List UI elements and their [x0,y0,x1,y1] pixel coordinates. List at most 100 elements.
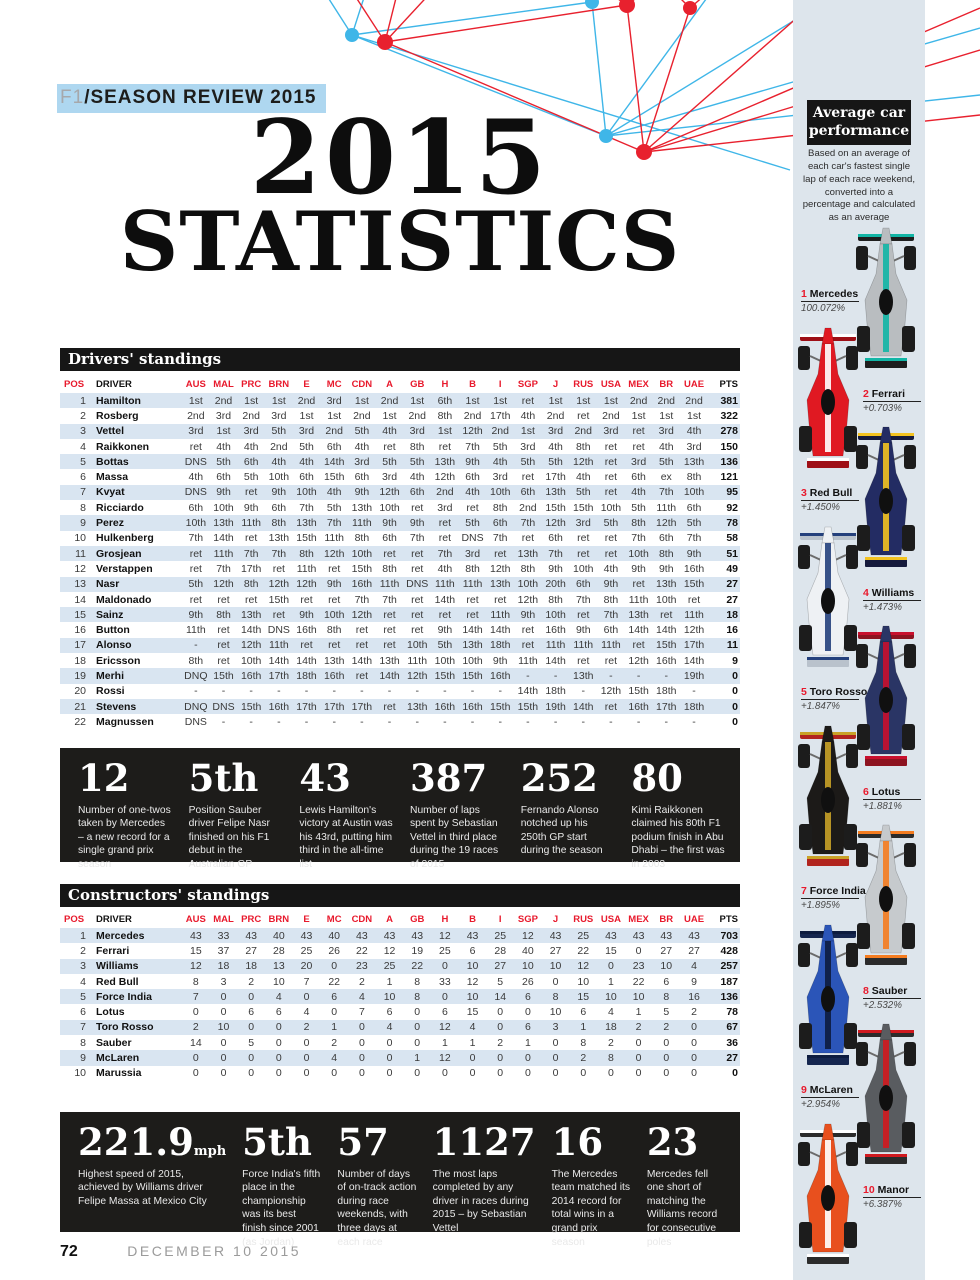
cell-result: 5th [271,425,287,438]
cell-result: 26 [328,944,341,957]
cell-result: 5 [248,1036,255,1049]
stat-suffix: mph [193,1144,227,1159]
cell-result: 2 [192,1021,199,1034]
cell-result: 1st [244,394,259,407]
cell-result: DNS [184,486,207,499]
column-header: GB [410,914,425,925]
cell-result: 7th [216,562,231,575]
cell-result: 16th [296,624,317,637]
stat-item: 16 The Mercedes team matched its 2014 re… [544,1120,639,1248]
cell-result: ret [383,700,396,713]
cell-result: 0 [358,1052,365,1065]
column-header: DRIVER [96,914,132,925]
cell-result: 1 [414,1052,421,1065]
cell-result: 10th [323,608,345,621]
cell-result: 0 [303,1067,310,1080]
table-row: 12 Verstappen ret 7th 17th ret 11th ret 15th 8th r… [60,561,740,576]
cell-name: Grosjean [96,547,142,560]
cell-result: 8th [409,440,425,453]
stat-description: Number of days of on-track action during… [337,1168,417,1248]
cell-result: 17th [268,669,290,682]
cell-result: ret [411,593,424,606]
cell-result: 0 [607,960,614,973]
cell-result: ret [300,639,313,652]
cell-result: 13th [240,608,262,621]
cell-name: Lotus [96,1006,125,1019]
cell-result: 5th [631,501,646,514]
cell-result: 13th [490,578,511,591]
cell-result: 17th [240,562,262,575]
stat-value: 80 [631,756,683,800]
cell-result: 0 [414,1006,421,1019]
cell-result: 2 [691,1006,697,1019]
cell-result: ret [411,562,424,575]
table-row: 19 Merhi DNQ 15th 16th 17th 18th 16th ret 14th 12t… [60,668,740,684]
cell-result: ret [604,440,618,453]
cell-result: 1st [687,409,702,422]
cell-result: 7th [575,593,591,606]
drivers-standings-title: Drivers' standings [68,350,222,368]
cell-result: 6th [382,532,397,545]
stat-value: 12 [78,756,130,800]
table-row: 4 Red Bull 8 3 2 10 7 22 2 1 8 33 12 5 26 0 10 1 22 6 9 187 [60,974,740,989]
stat-value: 252 [520,756,598,800]
cell-result: ret [189,562,202,575]
cell-result: - [443,715,447,728]
cell-result: 7th [382,593,397,606]
stat-description: Fernando Alonso notched up his 250th GP … [520,804,603,857]
cell-result: 3rd [326,394,342,407]
table-row: 2 Rosberg 2nd 3rd 2nd 3rd 1st 1st 2nd 1st 2nd 8th 2n… [60,408,740,423]
table-row: 14 Maldonado ret ret ret 15th ret ret 7th 7th ret 1… [60,592,740,607]
stat-value: 23 [646,1120,699,1164]
cell-result: 10th [434,654,456,667]
cell-result: ret [632,425,645,438]
page-footer: 72 DECEMBER 10 2015 [60,1243,740,1261]
cell-result: 5th [603,517,619,530]
cell-result: ret [383,440,396,453]
cell-result: 43 [660,929,673,942]
cell-result: ret [660,608,673,621]
cell-points: 92 [726,501,738,514]
cell-result: 16th [656,654,677,667]
cell-result: - [304,685,309,698]
cell-result: ret [245,532,258,545]
cell-points: 0 [732,685,738,698]
cell-points: 0 [732,1067,738,1080]
cell-result: 10 [466,990,479,1003]
cell-result: 3rd [603,425,619,438]
cell-result: 14th [434,593,456,606]
kicker-gray: F1 [60,87,85,108]
cell-result: 0 [386,1067,393,1080]
cell-pos: 10 [74,1067,86,1080]
cell-result: 11th [435,578,455,591]
cell-result: 4 [386,1021,393,1034]
table-row: 21 Stevens DNQ DNS 15th 16th 17th 17th 17th ret 13… [60,698,740,715]
cell-result: 18th [490,639,511,652]
cell-result: 6th [575,578,591,591]
stat-value: 43 [299,756,351,800]
cell-result: 0 [414,1067,421,1080]
cell-result: 43 [245,929,258,942]
cell-result: 8th [575,440,591,453]
cell-result: ret [577,654,590,667]
cell-result: - [304,715,309,728]
cell-result: 6th [437,394,453,407]
cell-result: 15th [351,562,373,575]
cell-pos: 11 [75,547,86,560]
cell-result: 14th [296,654,317,667]
stat-description: Number of laps spent by Sebastian Vettel… [410,804,499,870]
cell-pos: 16 [74,624,86,637]
cell-result: 3rd [188,425,204,438]
stat-description: Highest speed of 2015, achieved by Willi… [78,1168,207,1207]
car-rank-and-team: 9 McLaren [801,1084,859,1098]
cell-result: 6th [216,471,231,484]
cell-result: 25 [494,929,507,942]
cell-result: ex [660,471,672,484]
cell-result: 9th [188,608,204,621]
cell-result: 0 [303,1052,310,1065]
cell-result: 15th [517,700,539,713]
stat-value: 16 [551,1120,604,1164]
cell-points: 67 [726,1021,738,1034]
cell-result: 43 [549,929,562,942]
cell-result: 0 [386,1036,393,1049]
